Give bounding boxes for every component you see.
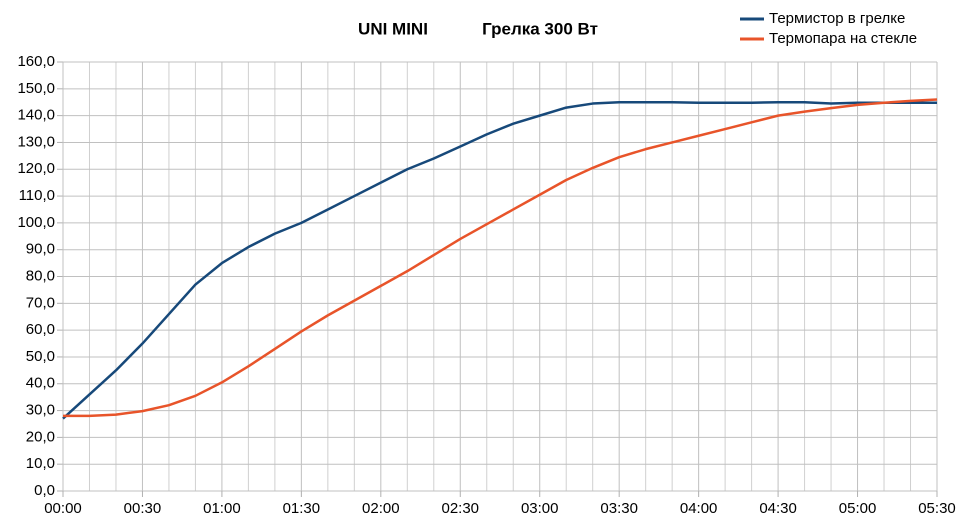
x-tick-label: 01:00 <box>203 500 241 517</box>
chart-title: UNI MINI <box>358 19 428 38</box>
y-tick-label: 120,0 <box>17 160 55 177</box>
y-tick-label: 30,0 <box>26 402 55 419</box>
y-tick-label: 130,0 <box>17 133 55 150</box>
y-tick-label: 160,0 <box>17 53 55 70</box>
y-tick-label: 140,0 <box>17 107 55 124</box>
y-tick-label: 110,0 <box>19 187 55 204</box>
y-tick-label: 0,0 <box>34 482 55 499</box>
x-tick-label: 04:00 <box>680 500 718 517</box>
x-tick-label: 01:30 <box>283 500 321 517</box>
legend-label: Термопара на стекле <box>769 30 917 47</box>
x-tick-label: 05:00 <box>839 500 877 517</box>
y-tick-label: 50,0 <box>26 348 55 365</box>
y-tick-label: 20,0 <box>26 428 55 445</box>
y-tick-label: 10,0 <box>26 455 55 472</box>
x-tick-label: 00:30 <box>124 500 162 517</box>
y-tick-label: 60,0 <box>26 321 55 338</box>
x-tick-label: 00:00 <box>44 500 82 517</box>
y-tick-label: 150,0 <box>17 80 55 97</box>
x-tick-label: 03:00 <box>521 500 559 517</box>
chart-subtitle: Грелка 300 Вт <box>482 19 598 38</box>
x-tick-label: 03:30 <box>600 500 638 517</box>
x-tick-label: 02:30 <box>441 500 479 517</box>
y-tick-label: 80,0 <box>26 267 55 284</box>
series-line <box>63 98 938 418</box>
x-tick-label: 02:00 <box>362 500 400 517</box>
legend-label: Термистор в грелке <box>769 10 905 27</box>
y-tick-label: 70,0 <box>26 294 55 311</box>
x-tick-label: 05:30 <box>918 500 956 517</box>
series-line <box>62 100 937 420</box>
x-tick-label: 04:30 <box>759 500 797 517</box>
y-tick-label: 90,0 <box>26 241 55 258</box>
y-tick-label: 100,0 <box>17 214 55 231</box>
y-tick-label: 40,0 <box>26 375 55 392</box>
